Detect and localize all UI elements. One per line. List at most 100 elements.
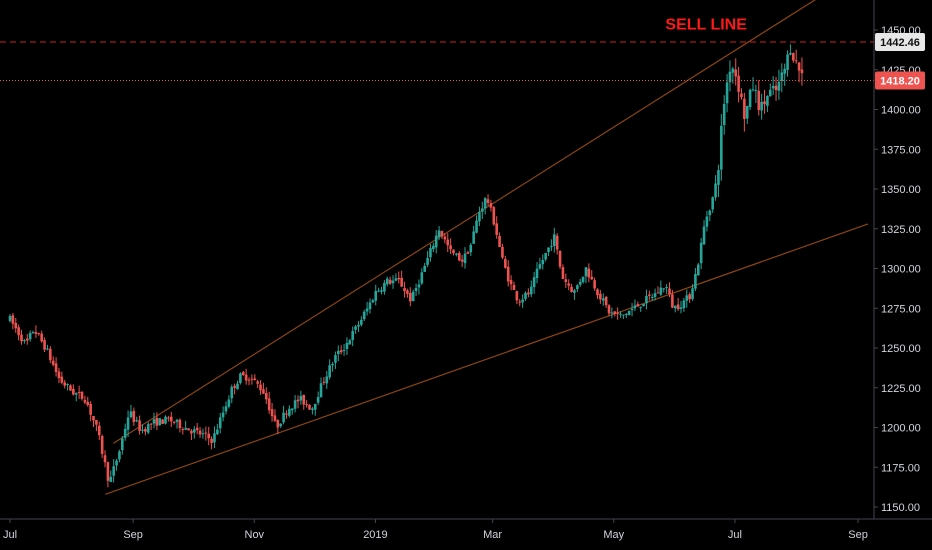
candle-body (633, 305, 637, 309)
candle-body (282, 412, 285, 423)
current-price-tag-label: 1418.20 (880, 76, 920, 88)
candle-body (426, 258, 429, 265)
candle-body (486, 199, 490, 203)
current-price-tag (875, 71, 925, 90)
candle-body (737, 75, 740, 92)
y-axis-ticks[interactable]: 1150.00 1175.00 1200.00 1225.00 1250.00 1275.… (874, 25, 921, 514)
candle-body (645, 295, 648, 304)
sell-line-annotation: SELL LINE (665, 17, 747, 34)
candle-body (345, 343, 349, 350)
candle-body (54, 363, 58, 372)
candle-body (800, 69, 804, 74)
candle-body (144, 428, 147, 432)
candle-body (662, 288, 666, 290)
horizontal-lines (0, 41, 874, 82)
candle-body (325, 376, 329, 384)
candle-body (757, 90, 761, 111)
candle-body (187, 428, 190, 431)
candle-body (437, 230, 441, 237)
candle-body (210, 438, 213, 444)
candle-body (204, 432, 208, 434)
candle-body (403, 287, 406, 292)
candle-body (302, 394, 306, 405)
y-tick-label: 1400.00 (881, 105, 921, 117)
candle-body (198, 430, 202, 435)
candle-body (558, 250, 562, 267)
y-tick-label: 1350.00 (881, 184, 921, 196)
candle-body (40, 333, 43, 342)
candle-body (576, 285, 579, 290)
candle-body (688, 294, 691, 300)
candle-body (57, 371, 61, 379)
candle-body (305, 404, 308, 406)
candle-body (587, 268, 591, 278)
candle-body (463, 253, 467, 264)
candle-body (299, 395, 303, 401)
candle-body (290, 408, 294, 411)
candle-body (285, 413, 288, 415)
candle-body (489, 203, 493, 208)
candle-body (146, 424, 150, 433)
y-tick-label: 1300.00 (881, 264, 921, 276)
candle-body (619, 313, 622, 315)
candle-body (714, 183, 717, 198)
candle-body (521, 299, 524, 303)
candle-body (544, 252, 547, 260)
candle-body (72, 388, 75, 395)
candle-body (440, 231, 444, 237)
candle-body (207, 433, 211, 439)
candle-body (95, 419, 98, 425)
candle-body (653, 293, 657, 297)
candle-body (673, 305, 677, 309)
candle-body (763, 101, 766, 105)
candle-body (671, 294, 674, 308)
candle-body (362, 311, 366, 320)
candle-body (420, 272, 424, 284)
candle-body (501, 246, 504, 258)
candle-body (256, 381, 259, 384)
candle-body (622, 314, 625, 316)
candle-body (86, 401, 90, 406)
candle-body (466, 252, 470, 254)
x-tick-label: Sep (848, 529, 868, 541)
candle-body (478, 212, 481, 222)
candle-body (368, 302, 372, 310)
candle-body (149, 423, 153, 425)
trendline-support[interactable] (105, 223, 869, 495)
candle-body (34, 332, 38, 334)
x-axis-ticks[interactable]: Jul Sep Nov 2019 Mar May Jul Sep (3, 519, 868, 541)
candle-body (786, 54, 789, 70)
candle-body (469, 244, 473, 253)
candle-body (339, 350, 343, 353)
candle-body (178, 419, 182, 429)
candle-body (92, 415, 95, 421)
candle-body (218, 417, 222, 429)
candle-body (158, 418, 162, 426)
candle-body (109, 476, 113, 482)
candle-body (311, 408, 314, 410)
candle-body (365, 308, 369, 312)
candle-body (262, 389, 265, 394)
candle-body (241, 372, 245, 376)
candle-body (296, 399, 300, 402)
candle-body (743, 98, 746, 119)
candle-body (406, 290, 409, 294)
candle-body (322, 381, 326, 383)
candles (8, 44, 804, 488)
candle-body (74, 393, 78, 395)
candle-body (60, 376, 64, 383)
candle-body (748, 89, 752, 107)
candle-body (725, 82, 729, 104)
candle-body (636, 304, 640, 307)
candle-body (155, 417, 159, 426)
candle-body (771, 86, 775, 89)
candle-body (434, 235, 438, 248)
candle-body (348, 340, 352, 345)
candle-body (20, 334, 23, 342)
candle-body (679, 307, 683, 309)
candle-body (498, 236, 501, 248)
candle-body (193, 429, 196, 433)
candle-body (239, 373, 242, 383)
